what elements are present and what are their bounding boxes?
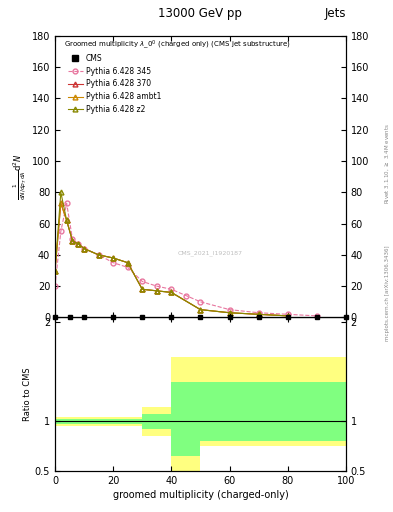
Legend: CMS, Pythia 6.428 345, Pythia 6.428 370, Pythia 6.428 ambt1, Pythia 6.428 z2: CMS, Pythia 6.428 345, Pythia 6.428 370,… [68,54,161,114]
Text: mcplots.cern.ch [arXiv:1306.3436]: mcplots.cern.ch [arXiv:1306.3436] [385,246,389,342]
Text: 13000 GeV pp: 13000 GeV pp [158,7,242,20]
Y-axis label: Ratio to CMS: Ratio to CMS [23,368,32,421]
Y-axis label: $\frac{1}{\mathrm{d}N/\mathrm{d}p_T\,\mathrm{d}\lambda}\mathrm{d}^2N$: $\frac{1}{\mathrm{d}N/\mathrm{d}p_T\,\ma… [12,153,29,200]
Text: Jets: Jets [324,7,346,20]
Text: Rivet 3.1.10, $\geq$ 3.4M events: Rivet 3.1.10, $\geq$ 3.4M events [383,123,391,204]
Text: Groomed multiplicity $\lambda\_0^0$ (charged only) (CMS jet substructure): Groomed multiplicity $\lambda\_0^0$ (cha… [64,39,291,52]
X-axis label: groomed multiplicity (charged-only): groomed multiplicity (charged-only) [112,490,288,500]
Text: CMS_2021_I1920187: CMS_2021_I1920187 [177,250,242,255]
